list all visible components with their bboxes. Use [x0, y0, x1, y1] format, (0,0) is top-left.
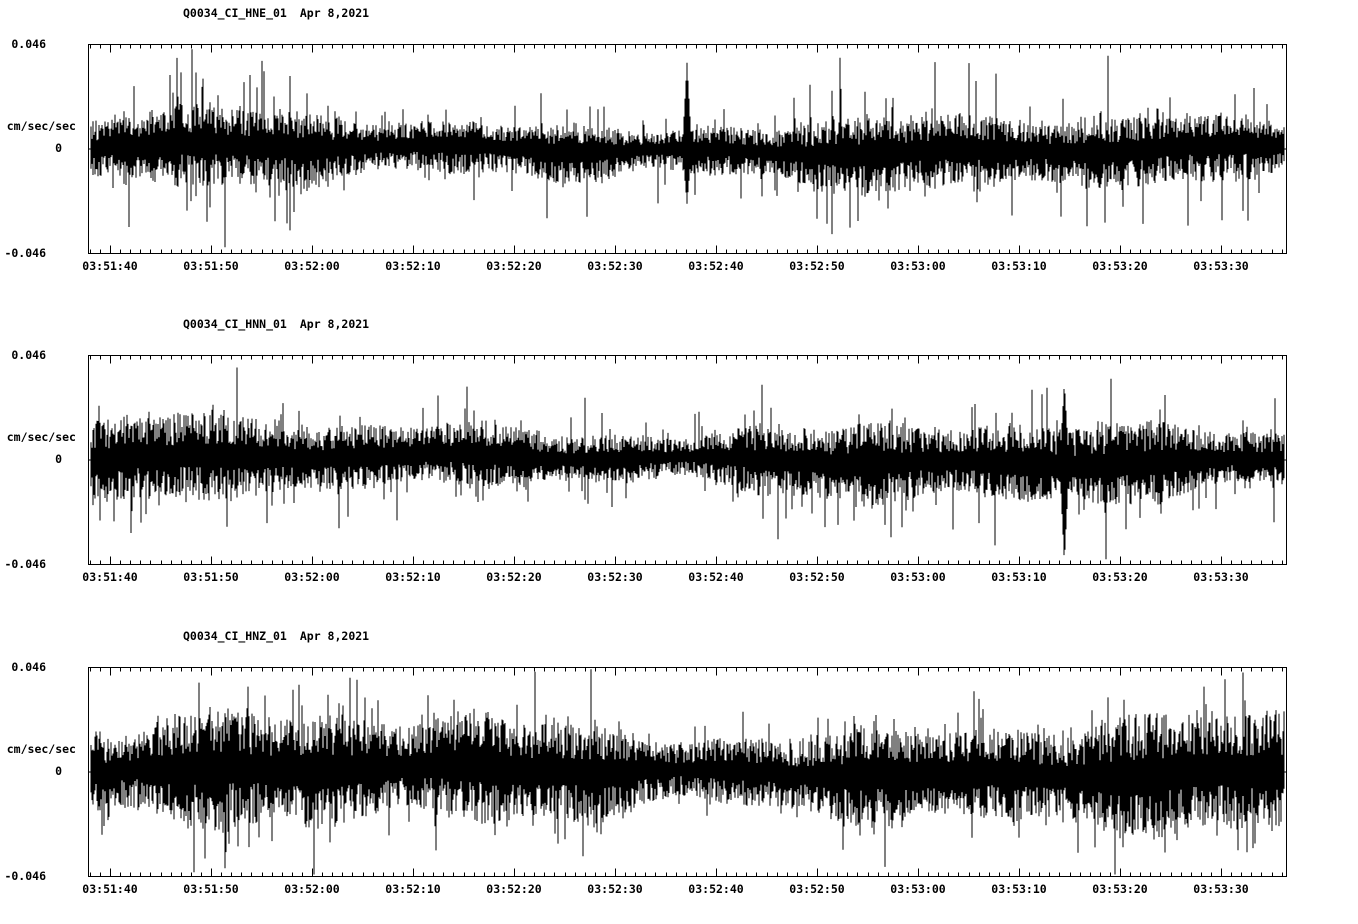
x-tick-label: 03:52:40	[688, 570, 744, 584]
y-zero-label: 0	[55, 452, 62, 466]
y-axis-unit-label: cm/sec/sec	[6, 119, 76, 133]
trace-id: Q0034_CI_HNE_01	[183, 6, 287, 20]
x-axis-tick-labels: 03:51:40 03:51:50 03:52:00 03:52:10 03:52:20…	[0, 882, 1358, 898]
x-tick-label: 03:52:30	[587, 570, 643, 584]
x-tick-label: 03:51:40	[82, 570, 138, 584]
y-zero-label: 0	[55, 764, 62, 778]
y-axis-unit-label: cm/sec/sec	[6, 742, 76, 756]
x-tick-label: 03:51:50	[183, 259, 239, 273]
x-tick-label: 03:53:30	[1193, 259, 1249, 273]
x-tick-label: 03:53:20	[1092, 259, 1148, 273]
x-tick-label: 03:51:50	[183, 570, 239, 584]
y-zero-label: 0	[55, 141, 62, 155]
x-tick-label: 03:52:20	[486, 882, 542, 896]
y-min-label: -0.046	[4, 246, 46, 260]
x-tick-label: 03:53:00	[890, 882, 946, 896]
seismogram-panel-hnz: Q0034_CI_HNZ_01 Apr 8,2021 0.046 cm/sec/s…	[0, 623, 1358, 923]
x-tick-label: 03:52:30	[587, 259, 643, 273]
x-tick-label: 03:52:20	[486, 259, 542, 273]
y-axis-unit-label: cm/sec/sec	[6, 430, 76, 444]
y-min-label: -0.046	[4, 557, 46, 571]
trace-date: Apr 8,2021	[299, 629, 370, 643]
trace-date: Apr 8,2021	[299, 6, 370, 20]
y-max-label: 0.046	[11, 348, 46, 362]
y-max-label: 0.046	[11, 37, 46, 51]
x-tick-label: 03:52:10	[385, 570, 441, 584]
x-tick-label: 03:52:40	[688, 259, 744, 273]
x-tick-label: 03:52:20	[486, 570, 542, 584]
x-tick-label: 03:53:20	[1092, 570, 1148, 584]
x-tick-label: 03:52:50	[789, 259, 845, 273]
x-tick-label: 03:52:30	[587, 882, 643, 896]
x-tick-label: 03:53:00	[890, 259, 946, 273]
seismogram-panel-hnn: Q0034_CI_HNN_01 Apr 8,2021 0.046 cm/sec/s…	[0, 311, 1358, 611]
x-tick-label: 03:53:30	[1193, 570, 1249, 584]
x-tick-label: 03:53:10	[991, 259, 1047, 273]
trace-id: Q0034_CI_HNN_01	[183, 317, 287, 331]
x-tick-label: 03:52:50	[789, 882, 845, 896]
trace-title: Q0034_CI_HNN_01 Apr 8,2021	[183, 317, 369, 331]
x-tick-label: 03:52:00	[284, 259, 340, 273]
x-tick-label: 03:53:00	[890, 570, 946, 584]
x-tick-label: 03:51:40	[82, 259, 138, 273]
trace-date: Apr 8,2021	[299, 317, 370, 331]
y-min-label: -0.046	[4, 869, 46, 883]
x-tick-label: 03:53:30	[1193, 882, 1249, 896]
x-tick-label: 03:52:00	[284, 882, 340, 896]
seismogram-panel-hne: Q0034_CI_HNE_01 Apr 8,2021 0.046 cm/sec/s…	[0, 0, 1358, 300]
x-tick-label: 03:52:40	[688, 882, 744, 896]
y-max-label: 0.046	[11, 660, 46, 674]
trace-title: Q0034_CI_HNZ_01 Apr 8,2021	[183, 629, 369, 643]
x-axis-tick-labels: 03:51:40 03:51:50 03:52:00 03:52:10 03:52:20…	[0, 570, 1358, 586]
x-tick-label: 03:52:10	[385, 259, 441, 273]
waveform-plot-hnz	[88, 667, 1287, 877]
trace-id: Q0034_CI_HNZ_01	[183, 629, 287, 643]
x-tick-label: 03:53:10	[991, 882, 1047, 896]
trace-title: Q0034_CI_HNE_01 Apr 8,2021	[183, 6, 369, 20]
x-tick-label: 03:52:00	[284, 570, 340, 584]
x-axis-tick-labels: 03:51:40 03:51:50 03:52:00 03:52:10 03:52:20…	[0, 259, 1358, 275]
x-tick-label: 03:51:40	[82, 882, 138, 896]
x-tick-label: 03:52:10	[385, 882, 441, 896]
x-tick-label: 03:53:20	[1092, 882, 1148, 896]
x-tick-label: 03:53:10	[991, 570, 1047, 584]
waveform-plot-hnn	[88, 355, 1287, 565]
x-tick-label: 03:51:50	[183, 882, 239, 896]
waveform-plot-hne	[88, 44, 1287, 254]
x-tick-label: 03:52:50	[789, 570, 845, 584]
